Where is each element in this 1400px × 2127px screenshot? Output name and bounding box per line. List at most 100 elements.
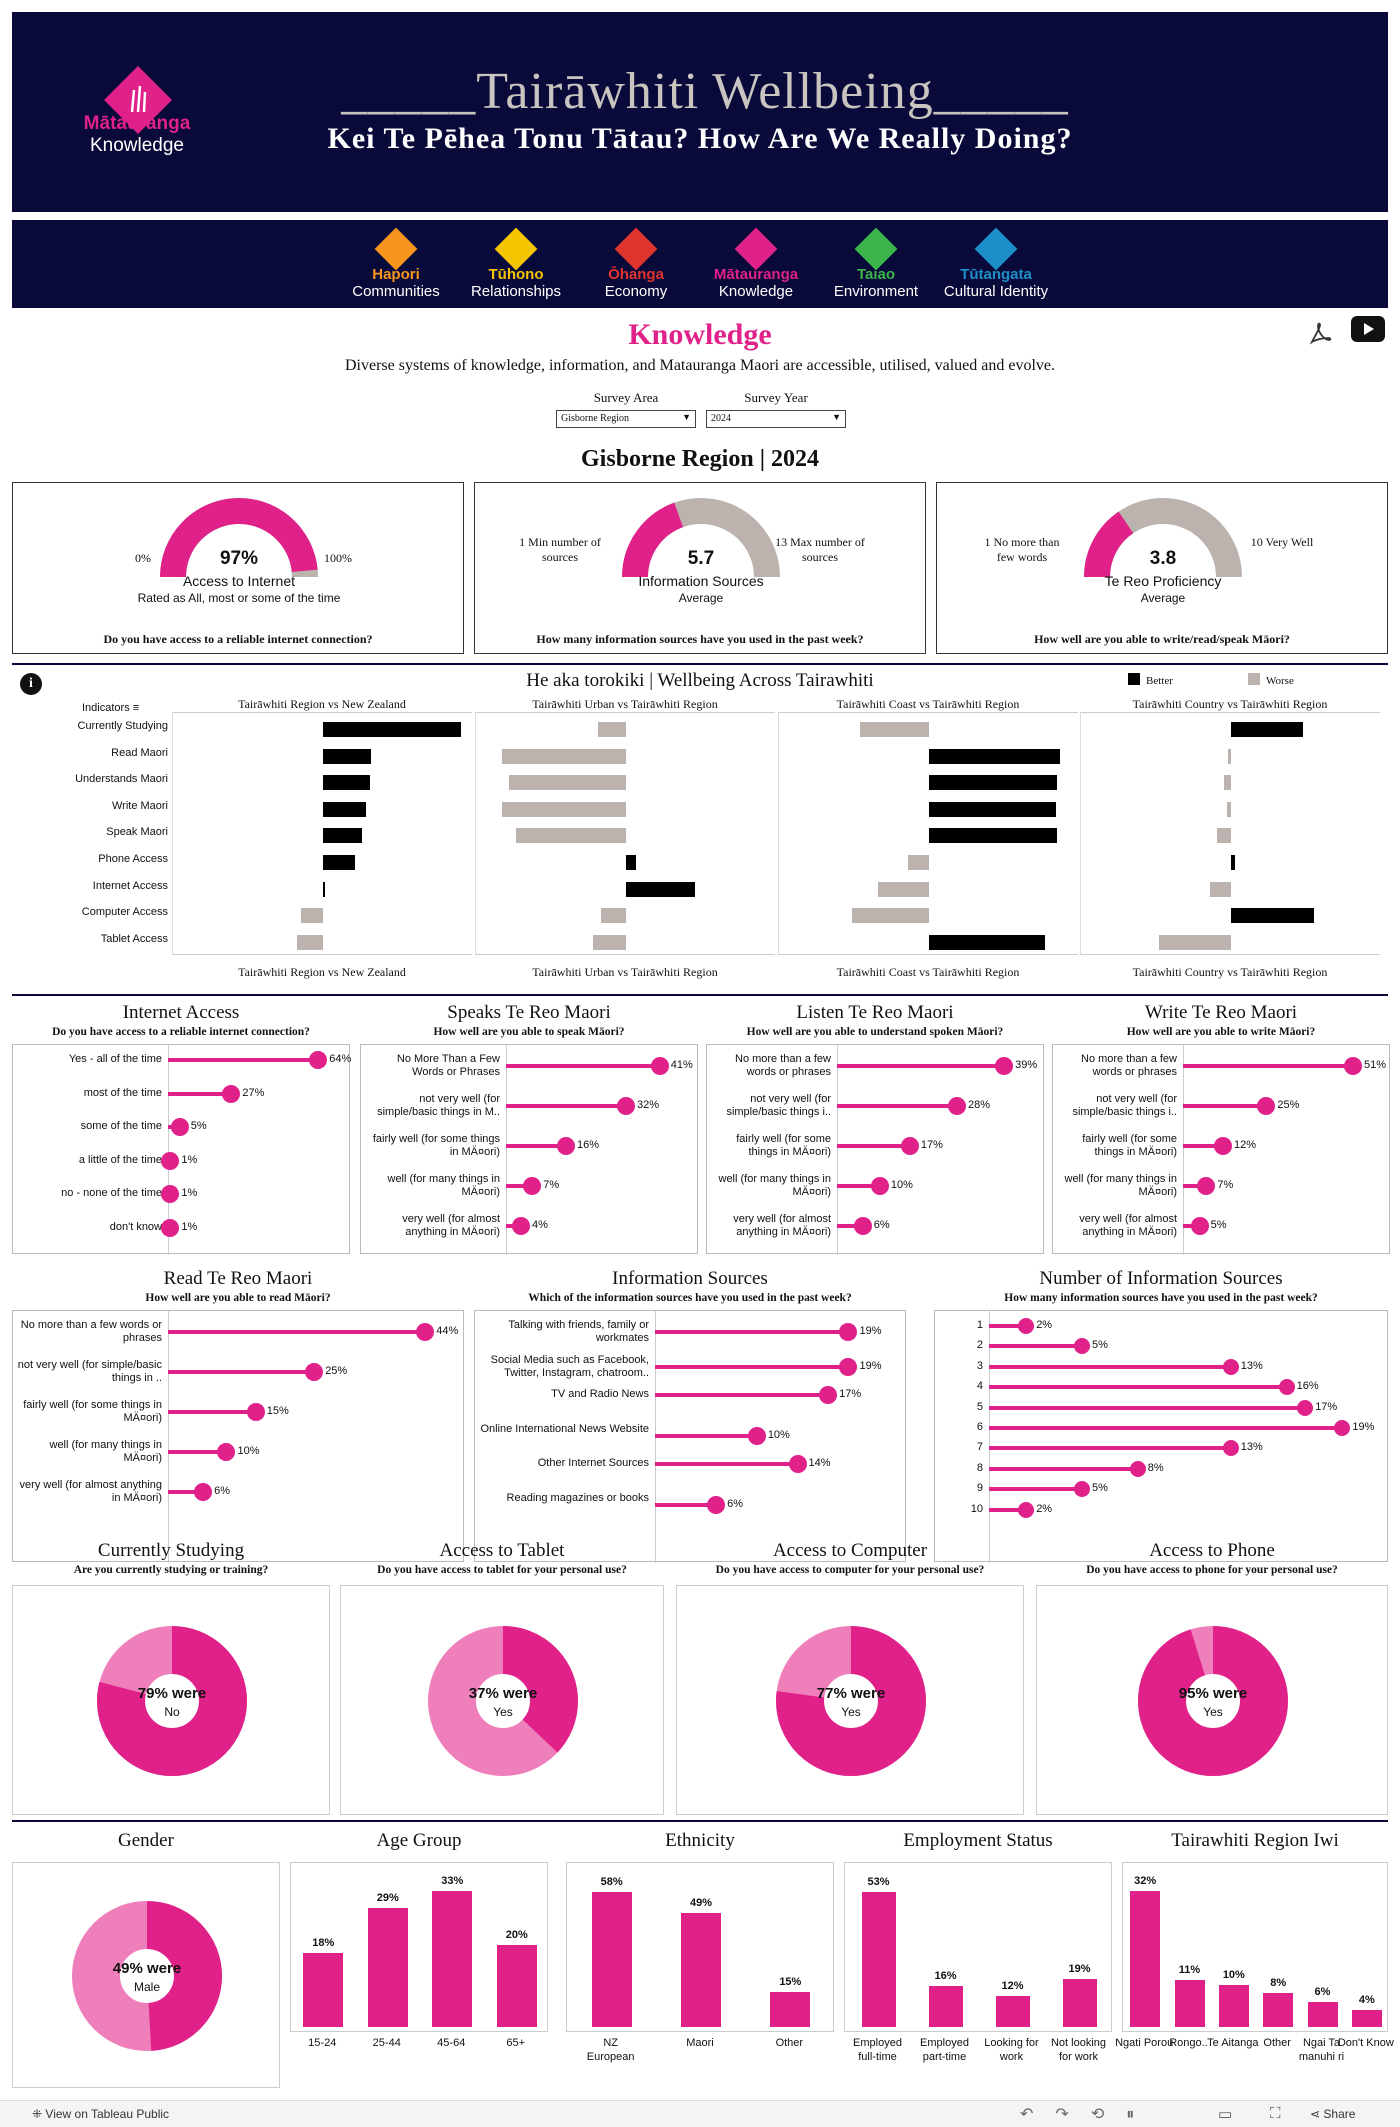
indicator-bar[interactable] — [929, 748, 1061, 764]
device-preview-icon[interactable]: ▭ — [1218, 2106, 1233, 2123]
indicator-bar[interactable] — [1231, 908, 1314, 924]
lollipop-bar[interactable] — [655, 1462, 798, 1466]
lollipop-bar[interactable] — [837, 1184, 880, 1188]
vertical-bar[interactable] — [1263, 1993, 1294, 2027]
vertical-bar[interactable] — [1062, 1978, 1097, 2027]
lollipop-bar[interactable] — [655, 1393, 829, 1397]
indicator-bar[interactable] — [323, 881, 325, 897]
vertical-bar[interactable] — [496, 1944, 537, 2027]
lollipop-dot[interactable] — [161, 1185, 180, 1203]
indicator-bar[interactable] — [1224, 775, 1231, 791]
undo-icon[interactable]: ↶ — [1020, 2106, 1056, 2123]
indicator-bar[interactable] — [1231, 722, 1303, 737]
lollipop-bar[interactable] — [989, 1507, 1027, 1512]
tableau-public-link[interactable]: ⁜ View on Tableau Public — [32, 2107, 170, 2121]
lollipop-bar[interactable] — [1183, 1144, 1223, 1148]
lollipop-bar[interactable] — [1183, 1104, 1267, 1108]
vertical-bar[interactable] — [681, 1912, 721, 2027]
indicator-bar[interactable] — [508, 775, 626, 791]
lollipop-dot[interactable] — [170, 1118, 189, 1136]
lollipop-bar[interactable] — [506, 1184, 533, 1188]
revert-icon[interactable]: ⟲ — [1090, 2106, 1127, 2123]
lollipop-dot[interactable] — [309, 1051, 328, 1069]
lollipop-bar[interactable] — [989, 1426, 1343, 1430]
pdf-download-icon[interactable] — [1306, 320, 1334, 348]
nav-item-cultural-identity[interactable]: Tūtangata Cultural Identity — [940, 227, 1052, 300]
indicator-bar[interactable] — [908, 855, 929, 870]
lollipop-bar[interactable] — [989, 1324, 1027, 1328]
indicator-row-label[interactable]: Tablet Access — [100, 932, 168, 945]
indicator-bar[interactable] — [323, 748, 372, 764]
lollipop-dot[interactable] — [900, 1137, 919, 1155]
lollipop-dot[interactable] — [246, 1403, 265, 1421]
lollipop-bar[interactable] — [168, 1410, 256, 1414]
lollipop-bar[interactable] — [1183, 1184, 1207, 1188]
lollipop-bar[interactable] — [989, 1344, 1082, 1349]
nav-item-economy[interactable]: Ōhanga Economy — [580, 227, 692, 300]
indicator-bar[interactable] — [323, 801, 366, 817]
vertical-bar[interactable] — [928, 1986, 963, 2027]
lollipop-dot[interactable] — [819, 1386, 838, 1404]
indicator-bar[interactable] — [929, 775, 1058, 791]
lollipop-bar[interactable] — [655, 1433, 757, 1438]
indicator-bar[interactable] — [1217, 828, 1231, 844]
sort-icon[interactable]: ≡ — [132, 702, 140, 714]
youtube-icon[interactable] — [1351, 316, 1385, 342]
lollipop-dot[interactable] — [512, 1217, 530, 1235]
indicator-bar[interactable] — [626, 855, 636, 870]
lollipop-dot[interactable] — [222, 1084, 241, 1103]
indicator-bar[interactable] — [323, 855, 355, 870]
lollipop-bar[interactable] — [168, 1370, 315, 1374]
vertical-bar[interactable] — [1307, 2001, 1338, 2027]
lollipop-dot[interactable] — [839, 1323, 858, 1341]
indicator-bar[interactable] — [851, 908, 929, 924]
indicator-bar[interactable] — [323, 828, 362, 844]
indicator-bar[interactable] — [860, 722, 929, 737]
lollipop-dot[interactable] — [557, 1137, 575, 1155]
lollipop-dot[interactable] — [305, 1363, 324, 1381]
indicator-bar[interactable] — [1231, 855, 1236, 870]
lollipop-bar[interactable] — [168, 1058, 319, 1062]
indicator-bar[interactable] — [601, 908, 626, 924]
lollipop-dot[interactable] — [1297, 1399, 1314, 1416]
indicator-row-label[interactable]: Understands Maori — [75, 773, 168, 786]
share-button[interactable]: ⋖ Share — [1310, 2107, 1356, 2121]
vertical-bar[interactable] — [770, 1992, 811, 2027]
indicator-bar[interactable] — [1210, 881, 1231, 897]
lollipop-bar[interactable] — [168, 1450, 227, 1454]
indicator-bar[interactable] — [515, 828, 626, 844]
lollipop-dot[interactable] — [1257, 1097, 1276, 1115]
lollipop-dot[interactable] — [1197, 1177, 1216, 1195]
indicator-bar[interactable] — [929, 934, 1045, 950]
indicator-bar[interactable] — [501, 748, 626, 764]
indicator-bar[interactable] — [501, 801, 626, 817]
lollipop-dot[interactable] — [788, 1455, 807, 1473]
indicator-bar[interactable] — [877, 881, 929, 897]
nav-item-knowledge[interactable]: Mātauranga Knowledge — [700, 227, 812, 300]
indicator-row-label[interactable]: Computer Access — [81, 906, 168, 919]
lollipop-dot[interactable] — [161, 1218, 180, 1237]
indicator-bar[interactable] — [929, 828, 1058, 844]
indicator-row-label[interactable]: Write Maori — [111, 799, 168, 812]
lollipop-dot[interactable] — [1129, 1460, 1146, 1477]
lollipop-dot[interactable] — [747, 1426, 766, 1445]
lollipop-dot[interactable] — [948, 1097, 966, 1115]
vertical-bar[interactable] — [1174, 1980, 1205, 2027]
lollipop-bar[interactable] — [989, 1446, 1231, 1451]
vertical-bar[interactable] — [1351, 2010, 1382, 2027]
lollipop-dot[interactable] — [853, 1217, 872, 1235]
lollipop-bar[interactable] — [837, 1224, 863, 1228]
lollipop-bar[interactable] — [655, 1502, 717, 1507]
vertical-bar[interactable] — [995, 1996, 1030, 2027]
lollipop-bar[interactable] — [655, 1364, 849, 1369]
lollipop-dot[interactable] — [617, 1097, 635, 1115]
indicator-bar[interactable] — [1228, 748, 1231, 764]
lollipop-dot[interactable] — [1074, 1338, 1090, 1355]
indicator-row-label[interactable]: Phone Access — [98, 853, 168, 865]
nav-item-relationships[interactable]: Tūhono Relationships — [460, 227, 572, 300]
lollipop-dot[interactable] — [650, 1057, 669, 1075]
lollipop-bar[interactable] — [837, 1144, 910, 1148]
lollipop-dot[interactable] — [870, 1177, 889, 1195]
lollipop-bar[interactable] — [837, 1104, 957, 1108]
lollipop-dot[interactable] — [523, 1177, 542, 1195]
